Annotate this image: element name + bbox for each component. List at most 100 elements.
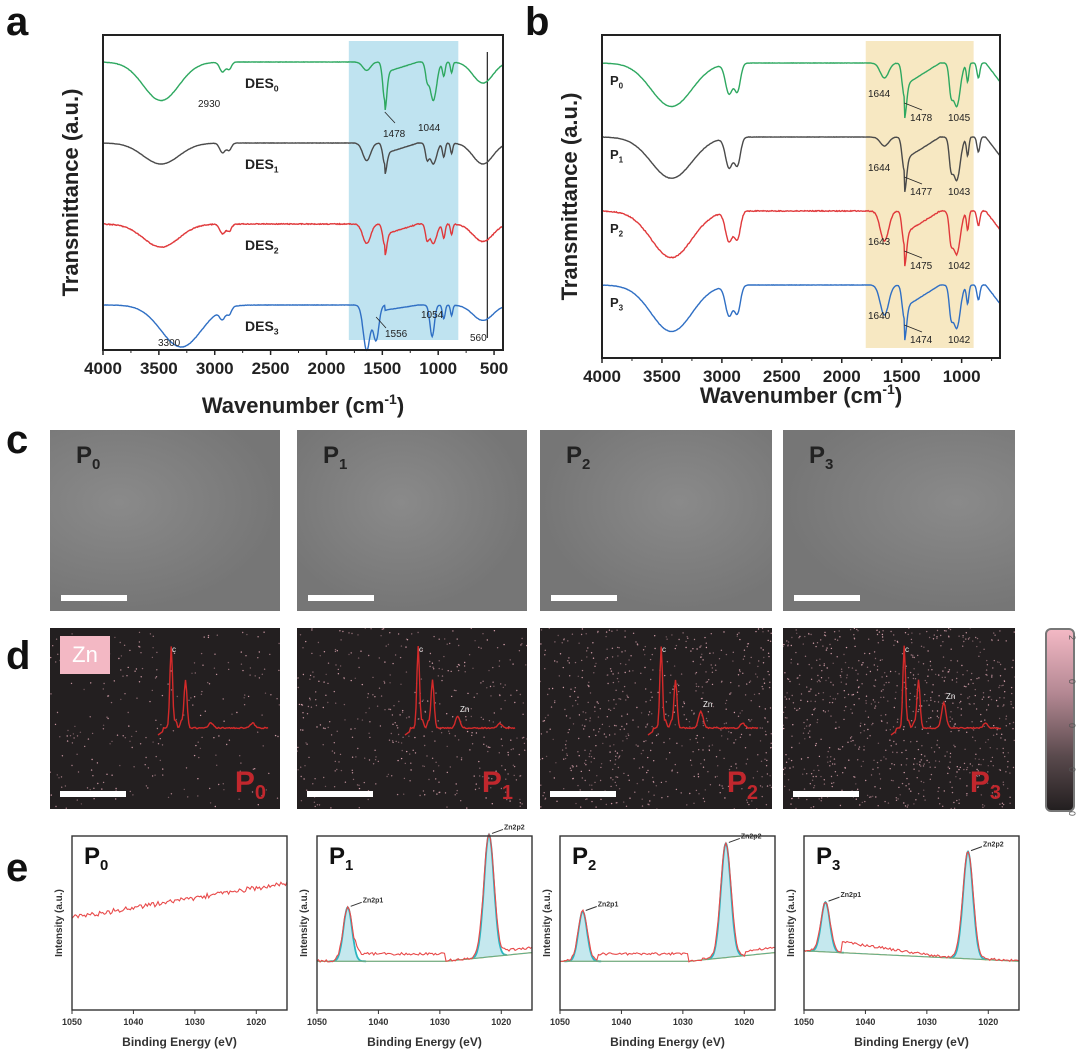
eds-sample-label: P2 [727,766,758,805]
x-tick-label: 1000 [419,359,457,378]
colorbar-tick-label: - 0 [1067,679,1080,685]
peak-leader [970,846,983,852]
zn-distribution-dots: c [50,631,280,809]
xps-panel-P0: 1050 1040 1030 1020 Binding Energy (eV) Inten… [54,835,288,1049]
peak-leader [491,828,504,834]
peak-arrow [375,316,387,329]
xps-panel-P2: Zn2p1 Zn2p2 1050 1040 1030 1020 Binding Energy… [542,833,776,1049]
eds-map-P3: c Zn P3 [783,628,1015,809]
x-tick-label: 500 [480,359,508,378]
scale-bar [60,791,126,797]
y-axis-label: Transmittance (a.u.) [557,93,582,301]
envelope-baseline [803,950,1020,962]
x-axis-label: Wavenumber (cm-1) [700,381,902,408]
raw-spectrum [71,881,288,919]
plot-frame [559,835,776,1011]
sem-label-main: P [566,442,583,469]
eds-peak-label-c: c [172,645,176,654]
peak-label: 1477 [910,187,933,198]
peak-label: 1640 [868,311,891,322]
x-tick-label: 1500 [363,359,401,378]
peak-label: 1042 [948,261,971,272]
eds-peak-label-zn: Zn [460,705,469,714]
element-badge-zn: Zn [60,636,110,674]
x-tick-label: 1050 [307,1017,327,1027]
peak-label-560: 560 [470,333,487,344]
x-tick-label: 1040 [368,1017,388,1027]
x-tick-label: 1050 [550,1017,570,1027]
x-tick-label: 1040 [123,1017,143,1027]
x-axis-label: Binding Energy (eV) [854,1035,969,1049]
colorbar-tick-label: - 0 [1067,811,1080,817]
x-tick-label: 4000 [583,367,621,386]
eds-label-sub: 2 [746,782,758,804]
peak-label: 1644 [868,89,891,100]
colorbar-tick-label: - 0 [1067,723,1080,729]
background-baseline [560,952,776,962]
series-label-DES2: DES2 [245,237,279,256]
x-tick-label: 3500 [140,359,178,378]
colorbar-tick-label: - 2 [1067,635,1080,641]
series-label-DES0: DES0 [245,75,279,94]
peak-label-Zn2p1: Zn2p1 [363,897,384,904]
scale-bar [308,595,374,601]
y-axis-label: Intensity (a.u.) [299,889,310,957]
peak-label: 1643 [868,237,891,248]
x-tick-label: 1020 [978,1017,998,1027]
x-tick-label: 2000 [823,367,861,386]
fit-curve-Zn2p1 [807,900,845,954]
peak-label-Zn2p2: Zn2p2 [504,824,525,831]
peak-arrow [904,176,923,185]
peak-label-Zn2p1: Zn2p1 [841,892,862,899]
x-tick-label: 1030 [430,1017,450,1027]
eds-peak-label-c: c [905,645,909,654]
series-label-DES3: DES3 [245,318,279,337]
y-axis-label: Intensity (a.u.) [54,889,65,957]
peak-label-1054: 1054 [421,310,444,321]
eds-peak-label-c: c [662,645,666,654]
eds-map-P1: c Zn P1 [297,628,527,809]
x-tick-label: 1030 [673,1017,693,1027]
x-axis-label: Binding Energy (eV) [610,1035,725,1049]
peak-arrow [384,111,396,124]
y-axis-label: Intensity (a.u.) [786,889,797,957]
scale-bar [794,595,860,601]
x-tick-label: 1020 [491,1017,511,1027]
peak-arrow [904,102,923,111]
highlight-region [865,41,974,348]
peak-label-Zn2p2: Zn2p2 [741,833,762,840]
zn-distribution-dots: c Zn [297,628,527,809]
xps-panel-P3: Zn2p1 Zn2p2 1050 1040 1030 1020 Binding Energy… [786,835,1020,1049]
x-tick-label: 1030 [185,1017,205,1027]
spectrum-P1 [602,136,1001,193]
ftir-charts: DES0 DES1 DES2 DES3 2930 1478 1044 3300 1556 1054… [58,34,1001,418]
fit-curve-Zn2p1 [564,910,602,963]
x-tick-label: 1050 [794,1017,814,1027]
sem-label-main: P [323,442,340,469]
sem-label-main: P [76,442,93,469]
highlight-region [348,41,459,340]
peak-label-1478: 1478 [383,129,406,140]
sem-label: P1 [323,442,347,473]
spectrum-P3 [601,284,1001,341]
sem-image-P0: P0 [50,430,280,611]
x-tick-label: 1020 [246,1017,266,1027]
eds-map-P2: c Zn P2 [540,628,772,809]
colorbar-tick-label: - 0 [1067,767,1080,773]
background-baseline [317,952,533,962]
eds-spectrum [157,646,269,736]
x-tick-label: 4000 [84,359,122,378]
panel-label-b: b [525,0,550,44]
spectrum-DES2 [102,222,503,256]
sample-label-P2: P2 [572,843,596,874]
peak-label-1044: 1044 [418,123,441,134]
zn-distribution-dots: c Zn [783,628,1015,809]
eds-label-sub: 0 [254,782,266,804]
spectrum-P2 [601,209,1001,267]
peak-label-Zn2p1: Zn2p1 [598,902,619,909]
x-tick-label: 3000 [703,367,741,386]
fit-area-Zn2p1 [329,907,367,962]
plot-frame [71,835,288,1011]
peak-label-3300: 3300 [158,338,181,349]
scale-bar [793,791,859,797]
